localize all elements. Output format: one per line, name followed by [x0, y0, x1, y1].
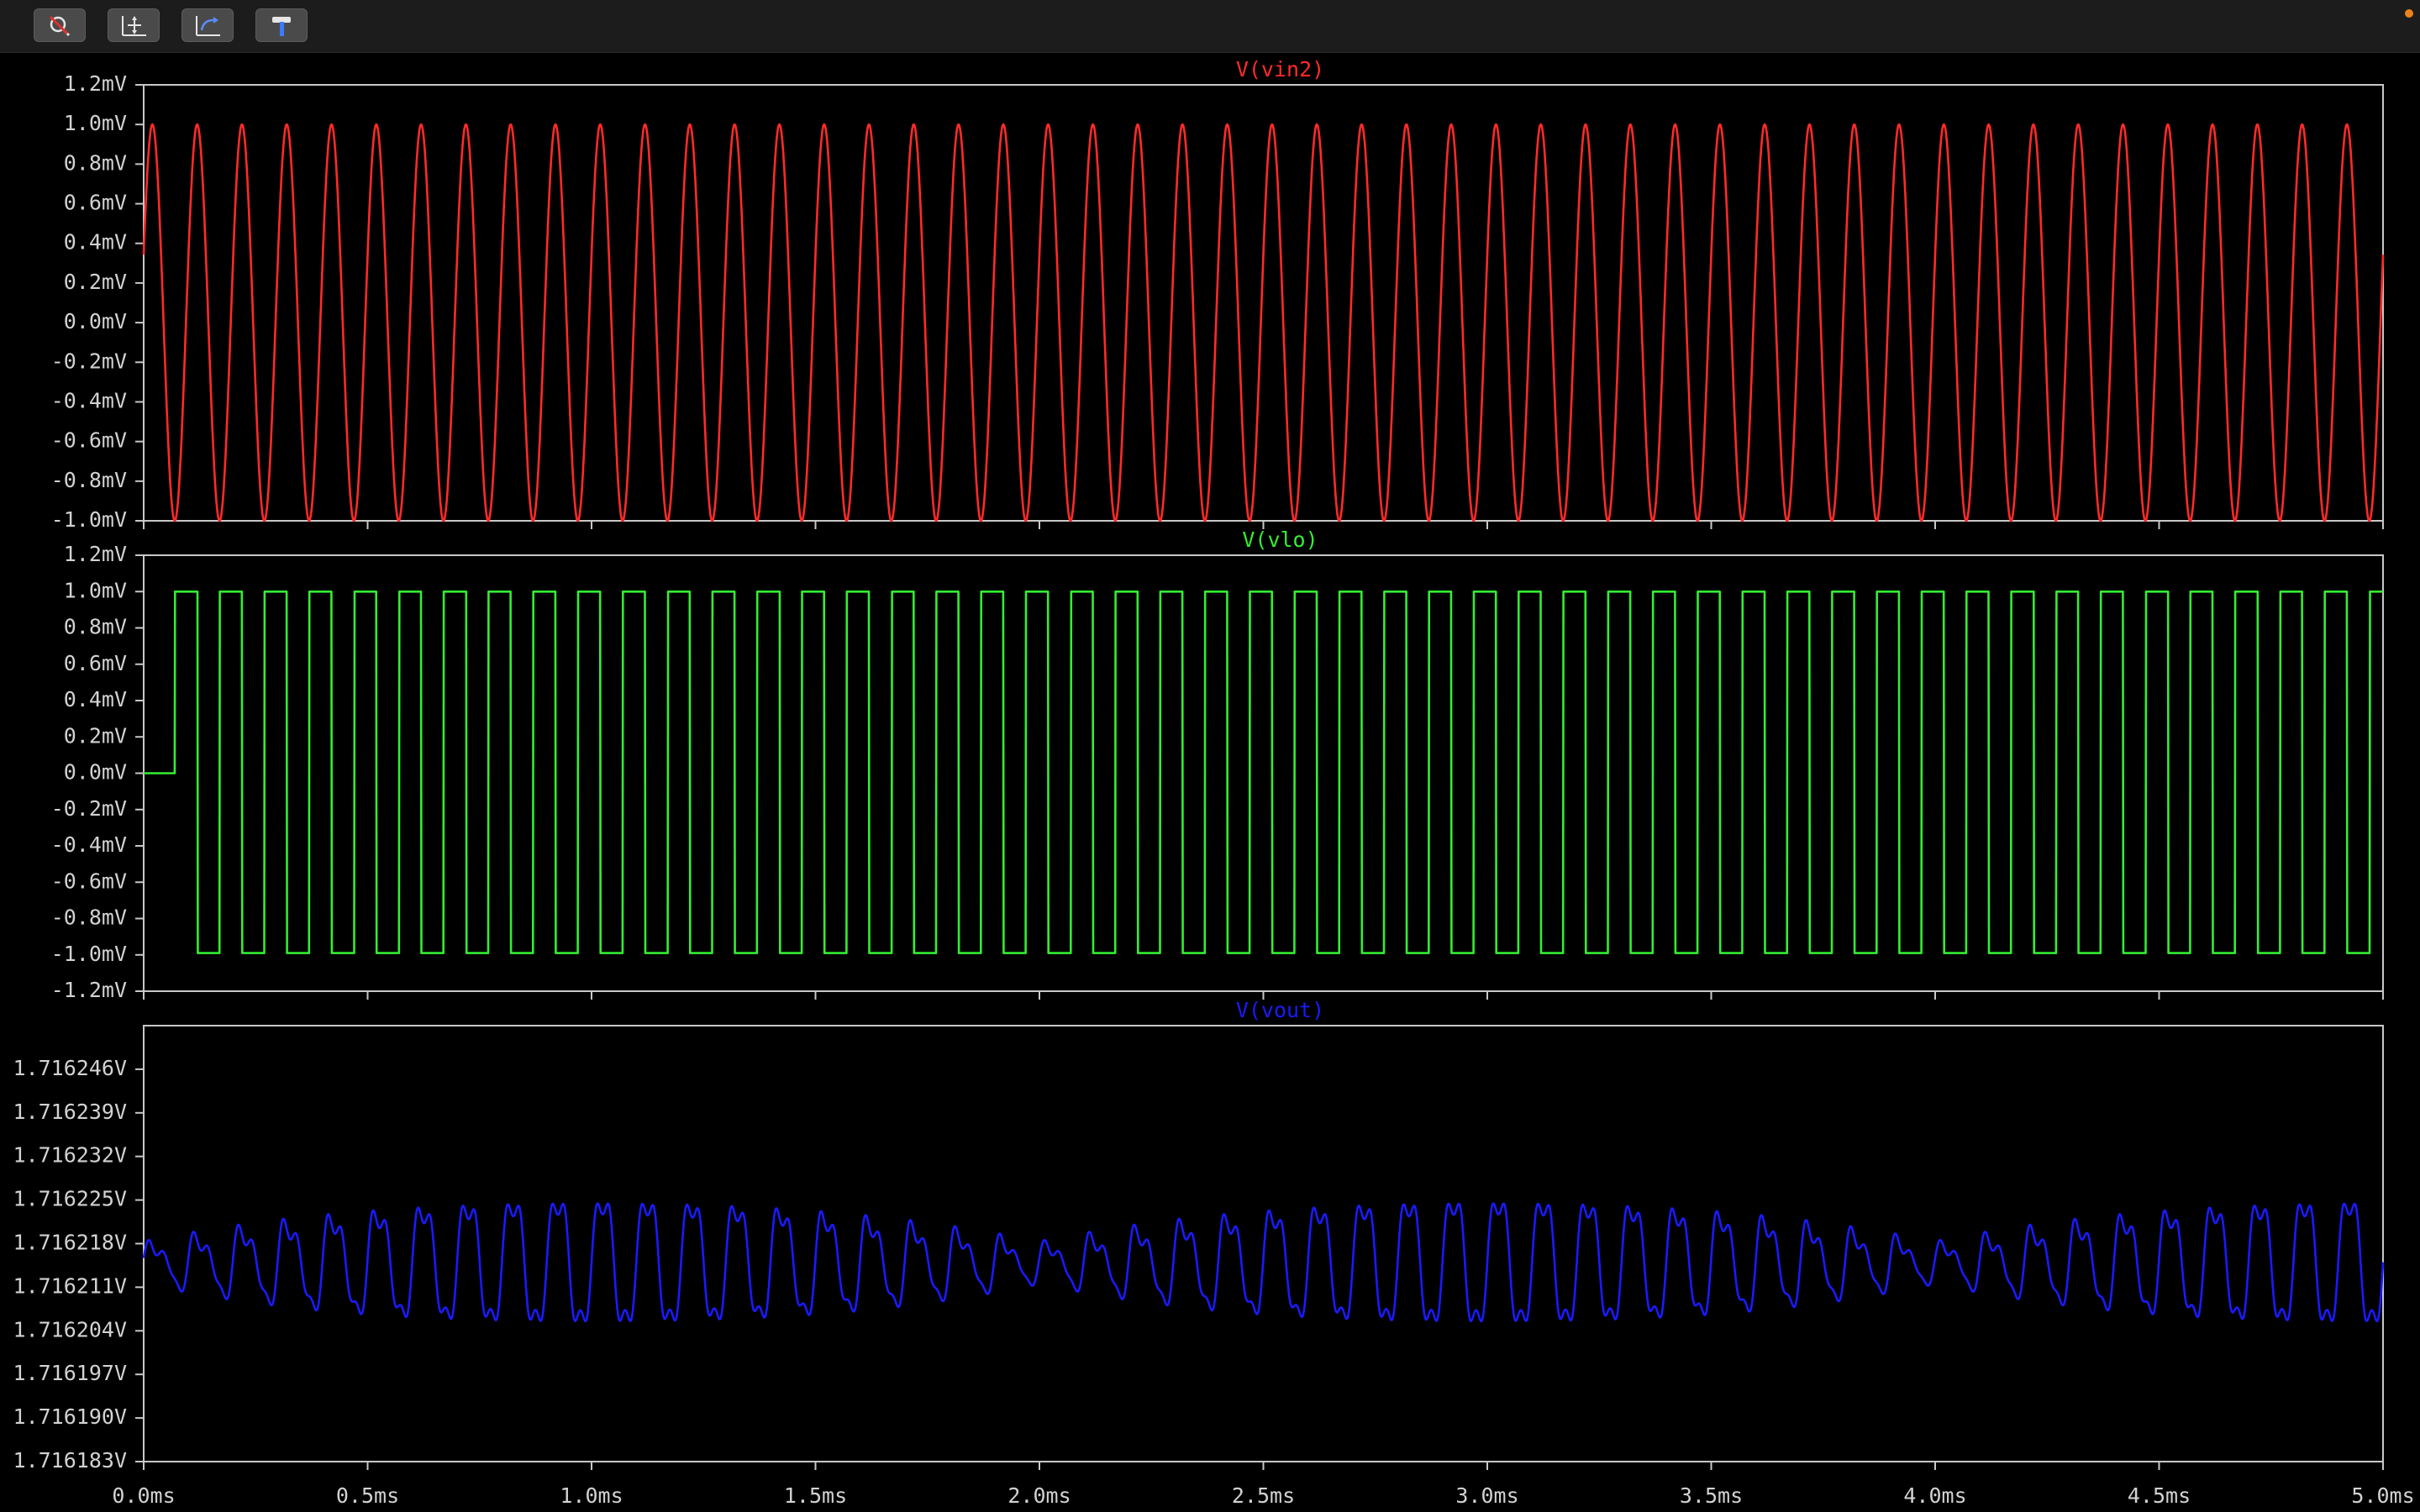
- x-tick-label: 1.0ms: [560, 1483, 623, 1508]
- series-line-vvlo: [143, 591, 2384, 954]
- y-tick-label: 0.2mV: [64, 270, 127, 294]
- y-tick-label: -0.8mV: [51, 468, 127, 492]
- x-tick-label: 3.0ms: [1455, 1483, 1518, 1508]
- waveform-viewer[interactable]: V(vin2) 1.2mV 1.0mV 0.8mV 0.6mV 0.4mV 0.2mV 0.0…: [0, 52, 2420, 1512]
- y-tick-label: 0.0mV: [64, 760, 127, 785]
- y-tick-label: 1.716225V: [13, 1187, 127, 1211]
- autorange-button[interactable]: [108, 8, 160, 42]
- y-tick-label: 1.716232V: [13, 1143, 127, 1168]
- hammer-button[interactable]: [255, 8, 308, 42]
- y-tick-label: -0.6mV: [51, 869, 127, 893]
- y-tick-label: 1.716218V: [13, 1231, 127, 1255]
- x-tick-label: 4.0ms: [1903, 1483, 1966, 1508]
- pane-title: V(vout): [1236, 998, 1324, 1022]
- y-tick-label: 0.8mV: [64, 615, 127, 639]
- y-tick-label: 1.716204V: [13, 1317, 127, 1341]
- series-line-vvin2: [142, 123, 2385, 522]
- y-tick-label: 0.2mV: [64, 723, 127, 748]
- y-tick-label: -0.2mV: [51, 796, 127, 821]
- pane-title: V(vin2): [1236, 57, 1324, 81]
- x-tick-label: 0.5ms: [336, 1483, 399, 1508]
- y-tick-label: 1.716197V: [13, 1361, 127, 1385]
- x-tick-label: 3.5ms: [1680, 1483, 1743, 1508]
- y-tick-label: 1.716211V: [13, 1273, 127, 1298]
- y-tick-label: 1.2mV: [64, 542, 127, 566]
- x-tick-label: 2.0ms: [1007, 1483, 1071, 1508]
- y-tick-label: 0.4mV: [64, 687, 127, 711]
- y-tick-label: 1.716183V: [13, 1448, 127, 1473]
- y-tick-label: 1.716246V: [13, 1056, 127, 1080]
- zoom-cancel-icon: [49, 15, 71, 37]
- x-tick-label: 0.0ms: [112, 1483, 175, 1508]
- x-tick-label: 1.5ms: [784, 1483, 847, 1508]
- x-tick-label: 5.0ms: [2351, 1483, 2414, 1508]
- y-tick-label: 0.0mV: [64, 309, 127, 333]
- toolbar: [0, 0, 2420, 53]
- zoom-cancel-button[interactable]: [34, 8, 86, 42]
- pane-title: V(vlo): [1242, 528, 1318, 552]
- y-tick-label: -0.4mV: [51, 832, 127, 857]
- y-tick-label: 0.8mV: [64, 150, 127, 175]
- y-tick-label: -1.0mV: [51, 942, 127, 966]
- y-tick-label: 0.4mV: [64, 230, 127, 255]
- hammer-icon: [272, 17, 291, 36]
- y-tick-label: -0.8mV: [51, 906, 127, 930]
- x-tick-label: 4.5ms: [2128, 1483, 2191, 1508]
- y-tick-label: -0.2mV: [51, 349, 127, 373]
- plot-pane-frame: [143, 84, 2384, 522]
- plot-pane-frame: [143, 554, 2384, 992]
- y-tick-label: 0.6mV: [64, 191, 127, 215]
- undo-zoom-button[interactable]: [182, 8, 234, 42]
- y-tick-label: -0.4mV: [51, 388, 127, 412]
- autorange-icon: [122, 16, 146, 36]
- y-tick-label: -1.2mV: [51, 978, 127, 1002]
- x-tick-label: 2.5ms: [1232, 1483, 1295, 1508]
- status-indicator: [2405, 9, 2413, 18]
- y-tick-label: 1.2mV: [64, 71, 127, 96]
- y-tick-label: 0.6mV: [64, 651, 127, 675]
- y-tick-label: 1.716239V: [13, 1100, 127, 1124]
- y-tick-label: 1.0mV: [64, 578, 127, 602]
- series-line-vvout: [142, 1202, 2385, 1323]
- y-tick-label: -1.0mV: [51, 507, 127, 532]
- undo-zoom-icon: [196, 16, 220, 36]
- y-tick-label: -0.6mV: [51, 428, 127, 453]
- y-tick-label: 1.716190V: [13, 1404, 127, 1429]
- y-tick-label: 1.0mV: [64, 111, 127, 135]
